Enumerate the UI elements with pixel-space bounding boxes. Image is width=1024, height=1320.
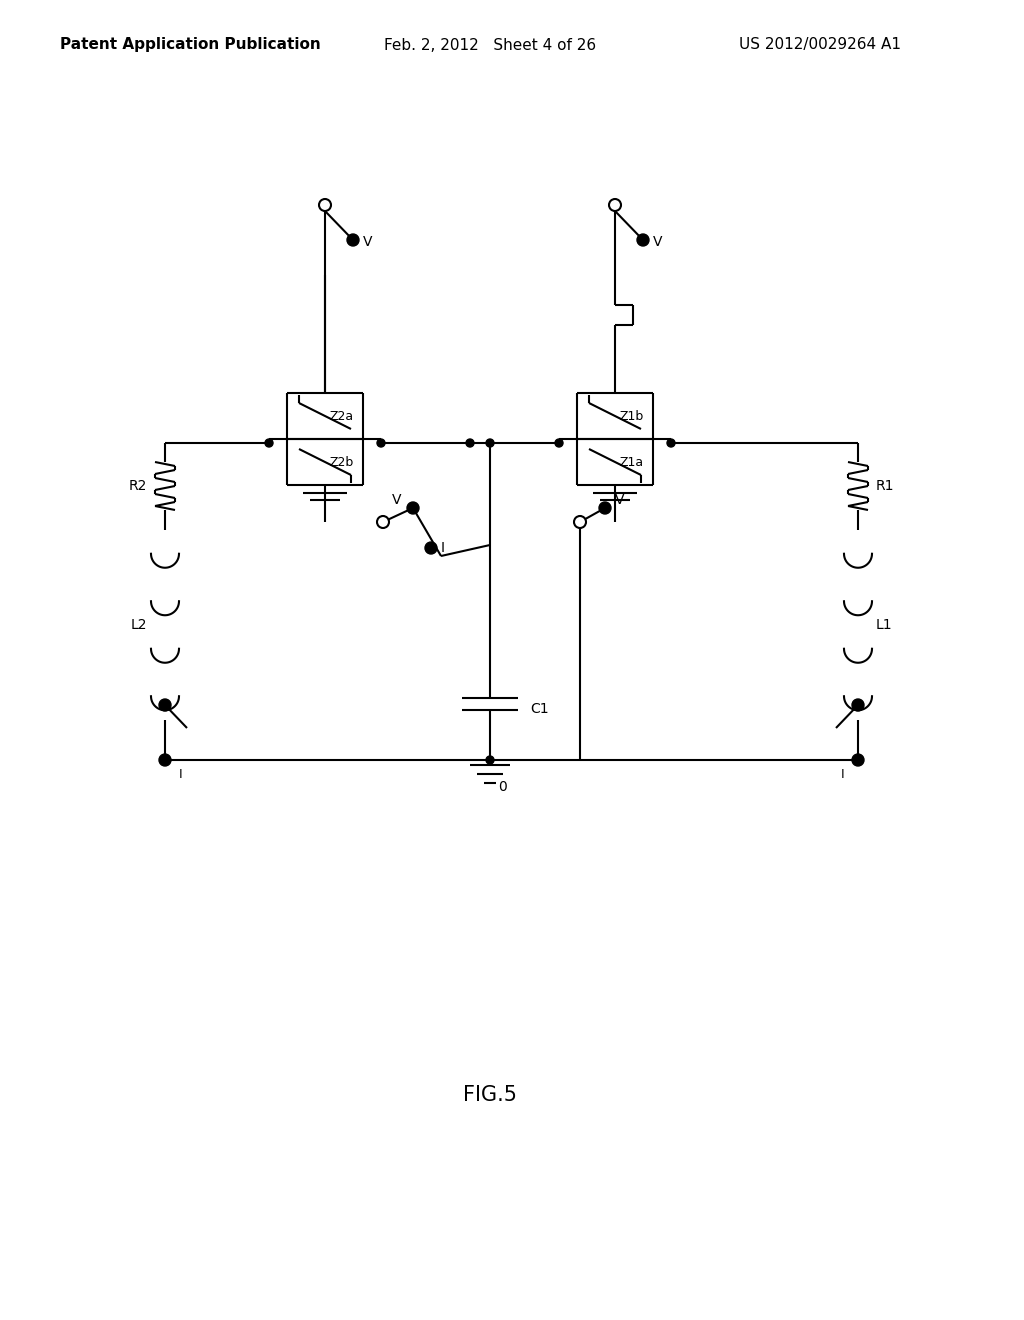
Text: R1: R1 bbox=[876, 479, 895, 492]
Text: V: V bbox=[653, 235, 663, 249]
Text: C1: C1 bbox=[530, 702, 549, 715]
Text: US 2012/0029264 A1: US 2012/0029264 A1 bbox=[739, 37, 901, 53]
Circle shape bbox=[555, 440, 563, 447]
Text: V: V bbox=[362, 235, 373, 249]
Text: V: V bbox=[391, 492, 401, 507]
Circle shape bbox=[159, 754, 171, 766]
Circle shape bbox=[377, 516, 389, 528]
Circle shape bbox=[599, 502, 611, 513]
Circle shape bbox=[486, 756, 494, 764]
Text: Z2b: Z2b bbox=[330, 455, 354, 469]
Text: L2: L2 bbox=[130, 618, 147, 632]
Text: Patent Application Publication: Patent Application Publication bbox=[59, 37, 321, 53]
Text: V: V bbox=[615, 492, 625, 507]
Text: L1: L1 bbox=[876, 618, 893, 632]
Circle shape bbox=[574, 516, 586, 528]
Circle shape bbox=[852, 700, 864, 711]
Text: Feb. 2, 2012   Sheet 4 of 26: Feb. 2, 2012 Sheet 4 of 26 bbox=[384, 37, 596, 53]
Circle shape bbox=[407, 502, 419, 513]
Circle shape bbox=[159, 700, 171, 711]
Circle shape bbox=[852, 754, 864, 766]
Circle shape bbox=[347, 234, 359, 246]
Circle shape bbox=[637, 234, 649, 246]
Text: FIG.5: FIG.5 bbox=[463, 1085, 517, 1105]
Text: Z1a: Z1a bbox=[620, 455, 644, 469]
Text: 0: 0 bbox=[498, 780, 507, 795]
Text: R2: R2 bbox=[129, 479, 147, 492]
Circle shape bbox=[319, 199, 331, 211]
Circle shape bbox=[609, 199, 621, 211]
Circle shape bbox=[667, 440, 675, 447]
Text: I: I bbox=[441, 541, 445, 554]
Text: I: I bbox=[841, 767, 844, 780]
Circle shape bbox=[377, 440, 385, 447]
Text: I: I bbox=[179, 767, 182, 780]
Circle shape bbox=[466, 440, 474, 447]
Circle shape bbox=[486, 440, 494, 447]
Text: Z1b: Z1b bbox=[620, 409, 644, 422]
Circle shape bbox=[265, 440, 273, 447]
Circle shape bbox=[425, 543, 437, 554]
Text: Z2a: Z2a bbox=[330, 409, 354, 422]
